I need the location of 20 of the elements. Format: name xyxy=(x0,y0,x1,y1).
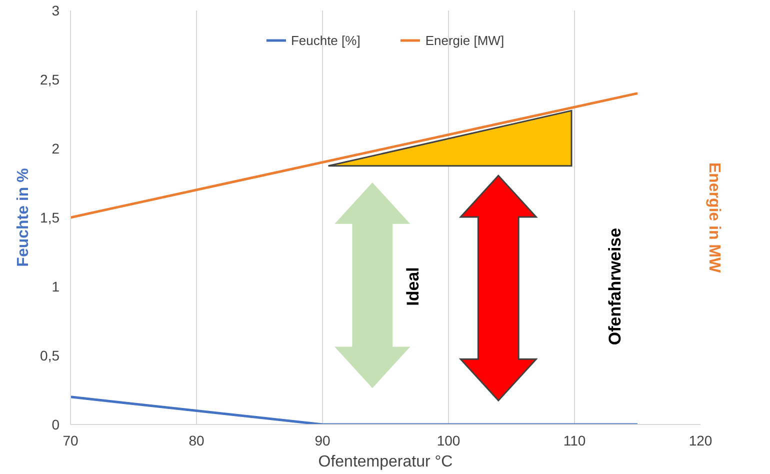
x-tick-label: 70 xyxy=(62,432,78,448)
y-axis-title: Feuchte in % xyxy=(15,168,32,267)
x-axis-title: Ofentemperatur °C xyxy=(318,454,453,470)
legend-label: Feuchte [%] xyxy=(290,32,360,48)
y-tick-label: 1 xyxy=(52,278,60,294)
x-tick-label: 110 xyxy=(563,432,586,448)
x-tick-label: 120 xyxy=(688,432,712,448)
y-tick-label: 0,5 xyxy=(40,348,60,364)
y-tick-label: 2 xyxy=(52,140,60,156)
annotation: Ofenfahrweise xyxy=(605,228,624,346)
y2-axis-title: Energie in MW xyxy=(706,162,722,274)
y-tick-label: 2,5 xyxy=(40,72,60,88)
legend-label: Energie [MW] xyxy=(425,32,504,48)
y-tick-label: 3 xyxy=(52,2,60,18)
x-tick-label: 90 xyxy=(314,432,330,448)
y-tick-label: 1,5 xyxy=(40,210,60,226)
y-tick-label: 0 xyxy=(52,416,60,432)
annotation: Ideal xyxy=(404,267,423,306)
x-tick-label: 100 xyxy=(436,432,460,448)
x-tick-label: 80 xyxy=(188,432,204,448)
